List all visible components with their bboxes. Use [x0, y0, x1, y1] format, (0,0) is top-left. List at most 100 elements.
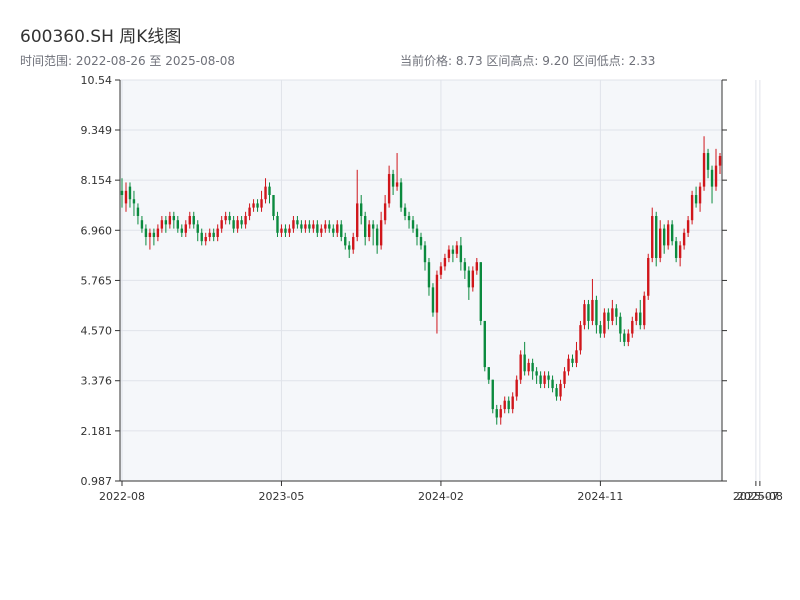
candle-body-down — [459, 245, 463, 263]
candle — [172, 211, 176, 229]
candle — [196, 220, 199, 242]
candle — [427, 257, 431, 296]
candle-body-up — [379, 220, 383, 246]
candle-body-down — [479, 262, 482, 321]
grid-lines — [120, 79, 761, 482]
candle-body-down — [284, 228, 287, 233]
candle — [256, 199, 259, 212]
candle-body-up — [280, 228, 283, 233]
candle-body-down — [200, 232, 203, 242]
candle — [216, 224, 219, 242]
candle-body-up — [447, 249, 451, 258]
candle — [316, 220, 319, 237]
candle-body-up — [224, 216, 227, 221]
candle-body-up — [455, 245, 459, 254]
candle — [431, 283, 435, 317]
candle-body-down — [531, 362, 534, 372]
candle-body-up — [387, 174, 391, 204]
candle — [192, 211, 195, 229]
candle-body-up — [260, 199, 263, 208]
candle-body-down — [348, 245, 351, 250]
candle-body-up — [519, 354, 522, 380]
candle-body-up — [714, 165, 718, 187]
candle — [148, 228, 152, 250]
candle-body-down — [599, 325, 602, 334]
candle — [595, 295, 598, 334]
candle-body-down — [423, 245, 427, 263]
candle-body-down — [296, 220, 299, 225]
y-tick-label: 5.765 — [81, 274, 113, 287]
candle-body-up — [543, 375, 546, 384]
candle-body-up — [682, 232, 686, 246]
candle-body-down — [487, 367, 490, 380]
candle-body-up — [248, 207, 251, 217]
candle-body-up — [666, 224, 670, 246]
x-tick-label: 2024-11 — [577, 490, 623, 503]
candle — [124, 182, 128, 212]
candle — [260, 190, 263, 212]
candle — [240, 216, 243, 229]
candle-body-up — [292, 220, 295, 229]
candle-body-down — [623, 333, 626, 342]
candle-body-up — [443, 257, 447, 267]
candle-body-down — [706, 153, 710, 170]
candle — [168, 211, 172, 229]
candle-body-up — [188, 216, 191, 225]
candle-body-down — [140, 220, 144, 229]
candle-body-down — [300, 224, 303, 229]
candle-body-down — [363, 216, 367, 237]
candle-body-down — [595, 299, 598, 326]
candle — [639, 299, 642, 330]
candle-body-down — [328, 224, 331, 229]
candle — [519, 350, 522, 384]
candle — [387, 165, 391, 208]
candle-body-down — [431, 287, 435, 313]
candle — [232, 216, 235, 233]
candle-body-down — [399, 182, 403, 208]
candle-body-up — [160, 220, 164, 229]
candle — [132, 190, 136, 217]
candle — [236, 216, 239, 233]
candle-body-up — [678, 245, 682, 258]
candle-body-up — [635, 312, 638, 321]
candle — [467, 266, 471, 300]
candle-body-down — [655, 216, 658, 258]
candle-body-down — [212, 232, 215, 237]
y-tick-label: 3.376 — [81, 375, 113, 388]
candle-body-down — [316, 224, 319, 233]
candle-body-down — [539, 375, 542, 384]
candle — [479, 262, 482, 326]
candle — [583, 299, 586, 330]
candle-body-up — [236, 220, 239, 229]
candle — [395, 153, 399, 191]
candle — [591, 278, 594, 326]
candle-body-up — [435, 274, 439, 313]
candle-body-down — [228, 216, 231, 221]
candle — [140, 216, 144, 233]
candle-body-down — [232, 220, 235, 229]
candle — [515, 375, 518, 401]
candle-body-up — [499, 409, 502, 418]
candle — [451, 245, 455, 263]
candle — [615, 304, 618, 326]
candle — [678, 241, 682, 267]
candle — [399, 178, 403, 212]
candle — [284, 224, 287, 237]
candle — [220, 216, 223, 233]
candle-body-down — [344, 236, 347, 246]
candle — [495, 404, 498, 425]
candle — [487, 367, 490, 384]
candle — [363, 211, 367, 246]
candle-body-up — [244, 216, 247, 225]
candle — [252, 199, 255, 212]
candle-body-up — [304, 224, 307, 229]
candle-body-down — [268, 186, 271, 196]
candle — [304, 220, 307, 233]
candle — [200, 228, 203, 246]
candle — [535, 367, 538, 384]
candle — [348, 241, 351, 258]
candle — [439, 262, 443, 279]
candle — [662, 224, 666, 254]
candle — [463, 257, 467, 279]
